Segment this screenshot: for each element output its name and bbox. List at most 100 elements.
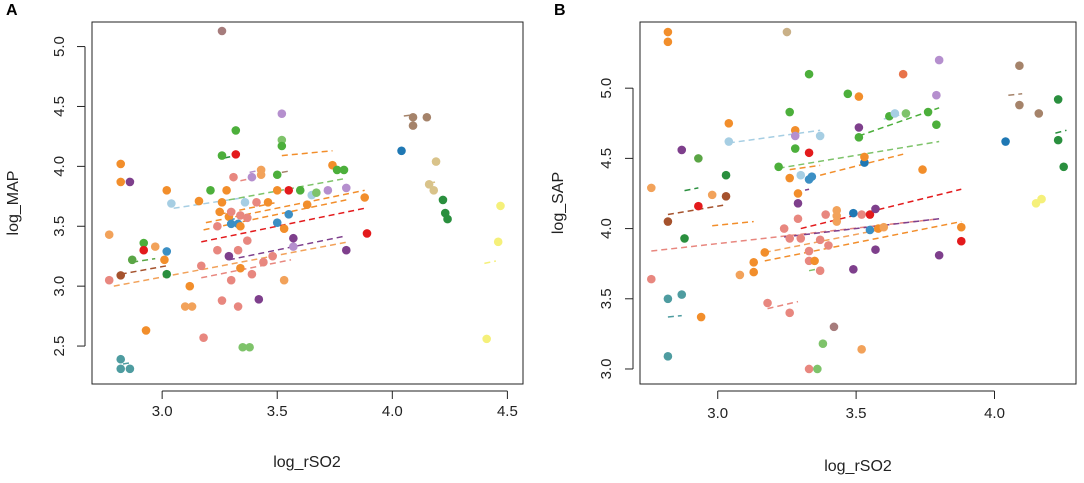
data-point	[443, 214, 452, 224]
data-point	[779, 224, 789, 233]
data-point	[199, 333, 208, 342]
fit-line	[224, 154, 236, 159]
data-point	[493, 237, 503, 247]
data-point	[254, 295, 264, 304]
data-point	[408, 112, 418, 122]
data-point	[1053, 95, 1063, 104]
data-point	[162, 269, 172, 279]
data-point	[932, 120, 941, 129]
data-point	[116, 354, 126, 364]
data-point	[162, 186, 172, 195]
data-point	[125, 177, 135, 187]
data-point	[760, 248, 770, 257]
data-point	[854, 92, 864, 101]
data-point	[233, 245, 243, 255]
data-point	[865, 225, 875, 235]
data-point	[857, 210, 866, 219]
data-point	[785, 107, 794, 117]
data-point	[226, 275, 236, 285]
data-point	[277, 135, 287, 145]
data-point	[215, 207, 224, 217]
data-point	[422, 112, 432, 122]
data-point	[226, 207, 236, 217]
data-point	[677, 290, 687, 299]
data-point	[213, 221, 222, 231]
data-point	[187, 302, 197, 311]
data-point	[302, 200, 312, 209]
plot-frame-a	[91, 21, 524, 385]
data-point	[141, 326, 151, 335]
data-point	[793, 189, 803, 198]
data-point	[785, 173, 794, 183]
data-point	[247, 172, 257, 182]
data-point	[804, 246, 814, 256]
data-point	[194, 196, 204, 206]
fit-line	[484, 260, 497, 265]
data-point	[854, 133, 864, 142]
data-point	[1015, 100, 1024, 110]
data-point	[663, 352, 673, 361]
data-point	[312, 188, 321, 198]
data-point	[824, 241, 833, 250]
x-tick-label: 4.0	[382, 403, 403, 420]
y-tick-label: 4.0	[598, 218, 615, 239]
data-point	[815, 131, 825, 141]
data-point	[206, 186, 215, 195]
data-point	[424, 180, 434, 189]
data-point	[226, 219, 236, 229]
fit-line	[684, 187, 699, 192]
plot-frame-b	[639, 21, 1077, 385]
fit-line	[784, 218, 940, 238]
data-point	[224, 251, 234, 261]
data-point	[272, 186, 282, 195]
data-point	[341, 245, 351, 255]
data-point	[116, 364, 126, 374]
data-point	[707, 190, 717, 200]
data-point	[104, 230, 114, 239]
data-point	[677, 145, 687, 155]
data-point	[162, 247, 172, 256]
data-point	[272, 218, 282, 227]
data-point	[793, 199, 803, 208]
data-point	[815, 235, 825, 245]
data-point	[243, 236, 252, 245]
data-point	[849, 264, 858, 274]
data-point	[804, 148, 814, 158]
data-point	[793, 214, 803, 224]
data-point	[236, 221, 245, 231]
data-point	[360, 193, 369, 202]
data-point	[180, 302, 190, 311]
data-point	[832, 217, 842, 226]
data-point	[277, 109, 287, 118]
data-point	[185, 281, 195, 291]
x-axis-title-a: log_rSO2	[273, 454, 341, 471]
data-point	[782, 27, 792, 37]
data-point	[721, 170, 731, 180]
fit-line	[728, 129, 821, 144]
data-point	[229, 172, 238, 182]
data-point	[104, 275, 114, 285]
data-point	[116, 177, 126, 187]
x-axis-title-b: log_rSO2	[824, 458, 892, 475]
fit-line	[1055, 129, 1067, 134]
data-point	[231, 126, 241, 135]
data-point	[341, 183, 351, 193]
data-point	[259, 257, 268, 267]
data-point	[289, 233, 298, 243]
data-point	[749, 257, 759, 267]
data-point	[694, 154, 703, 163]
y-tick-label: 3.0	[598, 359, 615, 380]
data-point	[284, 186, 294, 195]
fit-line	[800, 188, 962, 230]
scatter-plot-b: 3.0 3.5 4.0 3.0 3.5 4.0 4.5 5.0 log_rSO2 log_S…	[550, 21, 1077, 475]
data-point	[438, 195, 448, 205]
fit-line	[120, 265, 167, 275]
data-point	[196, 261, 206, 271]
data-point	[763, 298, 772, 308]
fit-line	[281, 150, 333, 157]
data-point	[804, 69, 814, 79]
x-tick-label: 3.0	[707, 405, 728, 422]
fit-line	[281, 170, 289, 174]
data-point	[790, 144, 800, 153]
data-point	[790, 131, 800, 141]
